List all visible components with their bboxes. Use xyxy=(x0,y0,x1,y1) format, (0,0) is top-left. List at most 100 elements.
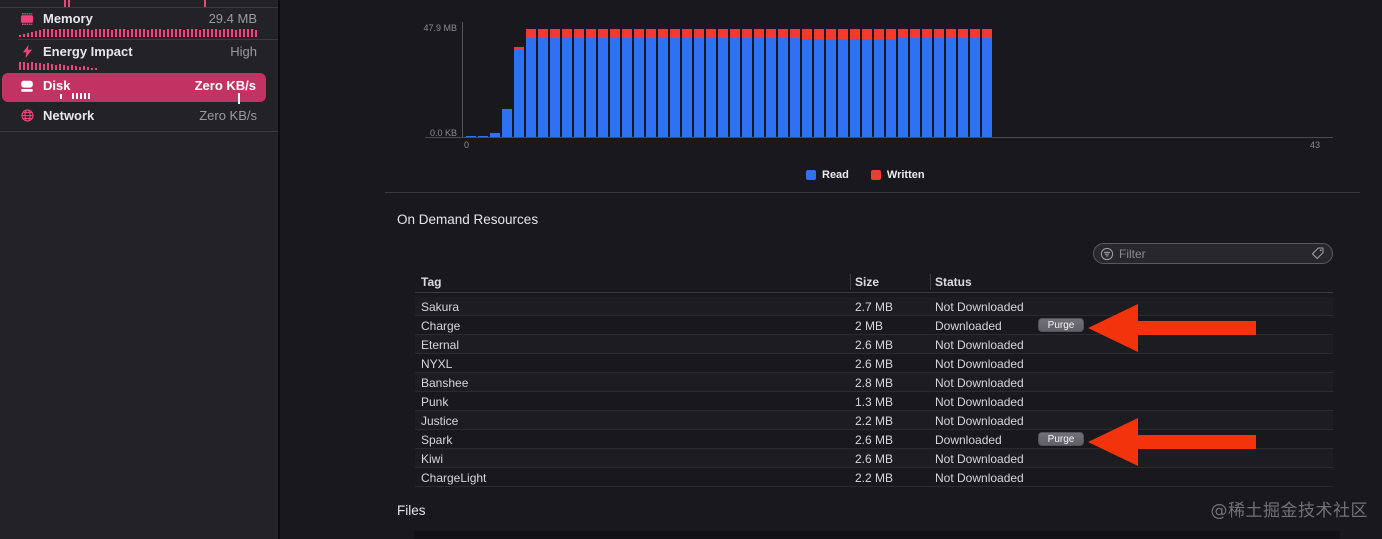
odr-row-banshee[interactable]: Banshee 2.8 MB Not Downloaded xyxy=(415,373,1333,392)
written-segment xyxy=(682,29,692,38)
sparkline-bar xyxy=(203,29,205,37)
column-header-size[interactable]: Size xyxy=(855,275,880,289)
sparkline-bar xyxy=(243,29,245,37)
written-segment xyxy=(574,29,584,38)
sparkline-bar xyxy=(19,35,21,37)
size-cell: 2.2 MB xyxy=(855,413,894,428)
sparkline-bar xyxy=(95,68,97,70)
tag-cell: Punk xyxy=(421,394,449,409)
chart-bar xyxy=(874,28,884,137)
tag-cell: Justice xyxy=(421,413,459,428)
odr-row-eternal[interactable]: Eternal 2.6 MB Not Downloaded xyxy=(415,335,1333,354)
read-segment xyxy=(502,108,512,137)
read-segment xyxy=(598,38,608,137)
sparkline-bar xyxy=(79,29,81,37)
memory-chip-icon xyxy=(19,11,35,27)
purge-button-charge[interactable]: Purge xyxy=(1038,318,1084,332)
written-segment xyxy=(562,29,572,38)
tag-cell: Eternal xyxy=(421,337,460,352)
sidebar-history-tick xyxy=(204,0,206,7)
sparkline-bar xyxy=(219,30,221,37)
sparkline-bar xyxy=(115,29,117,37)
sparkline-bar xyxy=(143,29,145,37)
legend-item-written: Written xyxy=(870,169,925,181)
sparkline-bar xyxy=(119,29,121,37)
sparkline-bar xyxy=(147,30,149,37)
read-segment xyxy=(730,38,740,137)
sidebar-splitter[interactable] xyxy=(278,0,280,539)
chart-bar xyxy=(466,136,476,137)
sparkline-bar xyxy=(155,29,157,37)
sidebar-item-network[interactable]: Network Zero KB/s xyxy=(0,106,278,125)
chart-bar xyxy=(922,28,932,137)
gauge-value: Zero KB/s xyxy=(194,78,256,93)
chart-bar xyxy=(502,108,512,137)
sparkline-bar xyxy=(135,29,137,37)
written-segment xyxy=(538,29,548,38)
section-divider xyxy=(385,192,1360,193)
y-axis-min-label: 0.0 KB xyxy=(429,128,457,138)
odr-row-punk[interactable]: Punk 1.3 MB Not Downloaded xyxy=(415,392,1333,411)
odr-row-spark[interactable]: Spark 2.6 MB Downloaded Purge xyxy=(415,430,1333,449)
read-segment xyxy=(934,38,944,137)
chart-bar xyxy=(826,28,836,137)
sparkline-bar xyxy=(215,29,217,37)
sparkline-bar xyxy=(151,29,153,37)
odr-row-chargelight[interactable]: ChargeLight 2.2 MB Not Downloaded xyxy=(415,468,1333,487)
written-segment xyxy=(598,29,608,38)
sparkline-bar xyxy=(43,64,45,70)
sparkline-bar xyxy=(88,93,90,99)
chart-bar xyxy=(598,29,608,137)
x-tick-43: 43 xyxy=(1310,140,1321,150)
sparkline-bar xyxy=(75,66,77,70)
odr-row-nyxl[interactable]: NYXL 2.6 MB Not Downloaded xyxy=(415,354,1333,373)
column-header-tag[interactable]: Tag xyxy=(421,275,442,289)
status-cell: Downloaded xyxy=(935,318,1002,333)
column-header-status[interactable]: Status xyxy=(935,275,972,289)
odr-row-sakura[interactable]: Sakura 2.7 MB Not Downloaded xyxy=(415,297,1333,316)
chart-bar xyxy=(646,29,656,137)
read-segment xyxy=(802,39,812,137)
sidebar-item-energy[interactable]: Energy Impact High xyxy=(0,42,278,70)
written-segment xyxy=(778,29,788,38)
sidebar-item-memory[interactable]: Memory 29.4 MB xyxy=(0,9,278,37)
chart-bar xyxy=(538,29,548,137)
size-cell: 1.3 MB xyxy=(855,394,894,409)
read-segment xyxy=(586,38,596,137)
read-segment xyxy=(526,38,536,137)
written-segment xyxy=(742,29,752,38)
odr-row-kiwi[interactable]: Kiwi 2.6 MB Not Downloaded xyxy=(415,449,1333,468)
chart-bar xyxy=(610,29,620,137)
purge-button-spark[interactable]: Purge xyxy=(1038,432,1084,446)
sparkline-bar xyxy=(139,29,141,37)
read-segment xyxy=(982,38,992,137)
annotation-arrow-charge xyxy=(1088,303,1256,352)
size-cell: 2.7 MB xyxy=(855,299,894,314)
chart-bar xyxy=(670,29,680,137)
odr-row-charge[interactable]: Charge 2 MB Downloaded Purge xyxy=(415,316,1333,335)
status-cell: Not Downloaded xyxy=(935,375,1024,390)
gauge-value: 29.4 MB xyxy=(208,11,257,26)
sparkline-bar xyxy=(43,29,45,37)
tag-cell: Banshee xyxy=(421,375,469,390)
sparkline-bar xyxy=(35,31,37,37)
written-segment xyxy=(970,28,980,38)
legend-swatch xyxy=(870,170,881,180)
filter-field[interactable]: Filter xyxy=(1093,243,1333,264)
odr-row-justice[interactable]: Justice 2.2 MB Not Downloaded xyxy=(415,411,1333,430)
sparkline-bar xyxy=(63,29,65,37)
tag-icon[interactable] xyxy=(1310,246,1325,261)
size-cell: 2.2 MB xyxy=(855,470,894,485)
read-segment xyxy=(826,39,836,137)
sparkline-bar xyxy=(227,29,229,37)
sparkline-bar xyxy=(83,66,85,70)
sparkline-bar xyxy=(91,30,93,37)
read-segment xyxy=(562,38,572,137)
sidebar-item-disk[interactable]: Disk Zero KB/s xyxy=(2,73,266,104)
sparkline-bar xyxy=(71,29,73,37)
sidebar-separator xyxy=(18,39,278,40)
chart-bar xyxy=(838,28,848,137)
chart-bar xyxy=(778,29,788,137)
sparkline-bar xyxy=(67,29,69,37)
